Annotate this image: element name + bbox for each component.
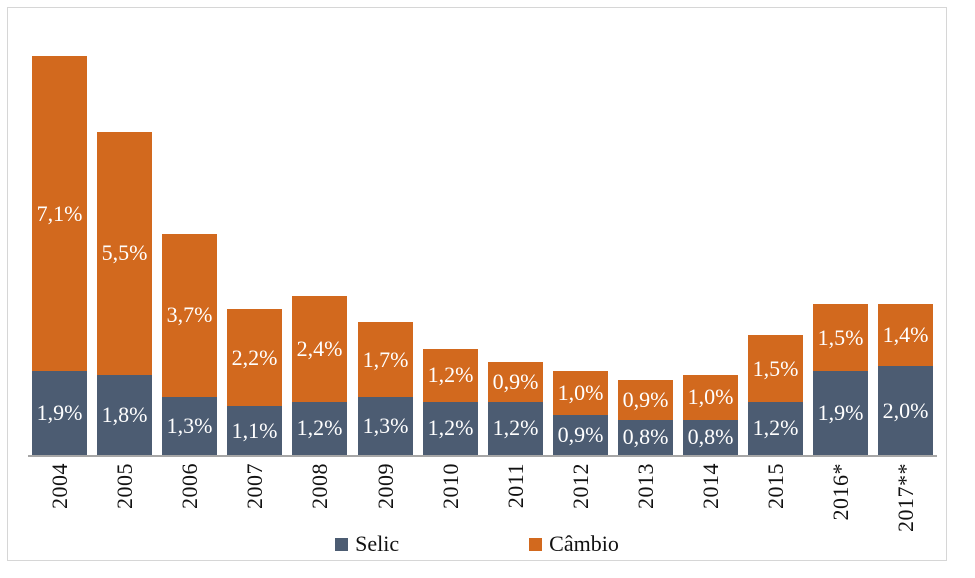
bar-2008-cambio: 2,4% — [292, 295, 347, 402]
bar-value-label: 5,5% — [101, 240, 148, 266]
x-axis-label-text: 2005 — [111, 463, 137, 509]
bar-2014-cambio: 1,0% — [683, 375, 738, 420]
bar-2010-cambio: 1,2% — [423, 348, 478, 402]
bar-value-label: 0,9% — [557, 422, 604, 448]
bar-value-label: 0,8% — [622, 424, 669, 450]
selic-legend-swatch-icon — [335, 537, 349, 551]
bar-value-label: 1,3% — [362, 413, 409, 439]
bar-value-label: 3,7% — [166, 302, 213, 328]
bar-2004-selic: 1,9% — [32, 370, 87, 455]
bar-value-label: 1,0% — [687, 384, 734, 410]
bar-2007-selic: 1,1% — [227, 406, 282, 455]
bar-2017-selic: 2,0% — [878, 366, 933, 455]
bar-value-label: 1,4% — [882, 322, 929, 348]
bar-value-label: 1,8% — [101, 402, 148, 428]
bar-2012-selic: 0,9% — [553, 415, 608, 455]
bar-value-label: 1,2% — [427, 415, 474, 441]
bar-value-label: 1,5% — [817, 324, 864, 350]
legend-label-cambio: Câmbio — [549, 531, 619, 556]
bar-value-label: 1,0% — [557, 379, 604, 405]
bar-2013-selic: 0,8% — [618, 419, 673, 455]
bar-2011-selic: 1,2% — [488, 401, 543, 455]
bar-value-label: 1,2% — [492, 415, 539, 441]
bar-2007-cambio: 2,2% — [227, 308, 282, 407]
bar-value-label: 1,9% — [817, 399, 864, 425]
bar-value-label: 1,2% — [752, 415, 799, 441]
bar-value-label: 1,2% — [296, 415, 343, 441]
bar-2015-cambio: 1,5% — [748, 335, 803, 402]
bar-2008-selic: 1,2% — [292, 401, 347, 455]
bar-2009-selic: 1,3% — [358, 397, 413, 455]
bar-2004-cambio: 7,1% — [32, 56, 87, 371]
bar-value-label: 1,1% — [231, 417, 278, 443]
legend-label-selic: Selic — [355, 531, 400, 556]
x-axis-label-text: 2013 — [632, 463, 658, 509]
bar-value-label: 2,0% — [882, 397, 929, 423]
x-axis-label-text: 2015 — [762, 463, 788, 509]
bar-value-label: 2,2% — [231, 344, 278, 370]
legend: Selic Câmbio — [7, 530, 947, 558]
x-axis-label-text: 2017** — [892, 463, 918, 532]
bar-2011-cambio: 0,9% — [488, 362, 543, 402]
x-axis-label-text: 2011 — [502, 463, 528, 509]
x-axis-line — [28, 455, 937, 457]
x-axis-label-text: 2008 — [306, 463, 332, 509]
x-axis-label-text: 2006 — [176, 463, 202, 509]
bar-value-label: 2,4% — [296, 335, 343, 361]
bar-2010-selic: 1,2% — [423, 401, 478, 455]
bar-value-label: 0,9% — [622, 386, 669, 412]
x-axis-label-text: 2009 — [372, 463, 398, 509]
x-axis-label-text: 2012 — [567, 463, 593, 509]
x-axis-label-text: 2007 — [241, 463, 267, 509]
bar-2017-cambio: 1,4% — [878, 304, 933, 367]
x-axis-label-text: 2016* — [827, 463, 853, 521]
bar-2013-cambio: 0,9% — [618, 379, 673, 420]
legend-item-selic: Selic — [335, 531, 399, 557]
x-axis-label-text: 2014 — [697, 463, 723, 509]
bar-value-label: 0,8% — [687, 424, 734, 450]
cambio-legend-swatch-icon — [529, 537, 543, 551]
bar-2012-cambio: 1,0% — [553, 370, 608, 416]
x-axis-label-text: 2004 — [46, 463, 72, 509]
bar-2006-selic: 1,3% — [162, 397, 217, 455]
bar-2005-selic: 1,8% — [97, 375, 152, 455]
bar-2014-selic: 0,8% — [683, 419, 738, 455]
bar-2006-cambio: 3,7% — [162, 233, 217, 398]
bar-2005-cambio: 5,5% — [97, 131, 152, 376]
bar-value-label: 1,5% — [752, 355, 799, 381]
bar-2015-selic: 1,2% — [748, 401, 803, 455]
bar-2009-cambio: 1,7% — [358, 322, 413, 398]
bar-value-label: 1,7% — [362, 346, 409, 372]
bar-value-label: 0,9% — [492, 368, 539, 394]
bar-value-label: 1,3% — [166, 413, 213, 439]
x-axis-label-text: 2010 — [437, 463, 463, 509]
legend-item-cambio: Câmbio — [529, 531, 619, 557]
bar-value-label: 7,1% — [36, 200, 83, 226]
bar-2016-selic: 1,9% — [813, 370, 868, 455]
bar-2016-cambio: 1,5% — [813, 304, 868, 371]
bar-value-label: 1,2% — [427, 362, 474, 388]
bar-value-label: 1,9% — [36, 399, 83, 425]
